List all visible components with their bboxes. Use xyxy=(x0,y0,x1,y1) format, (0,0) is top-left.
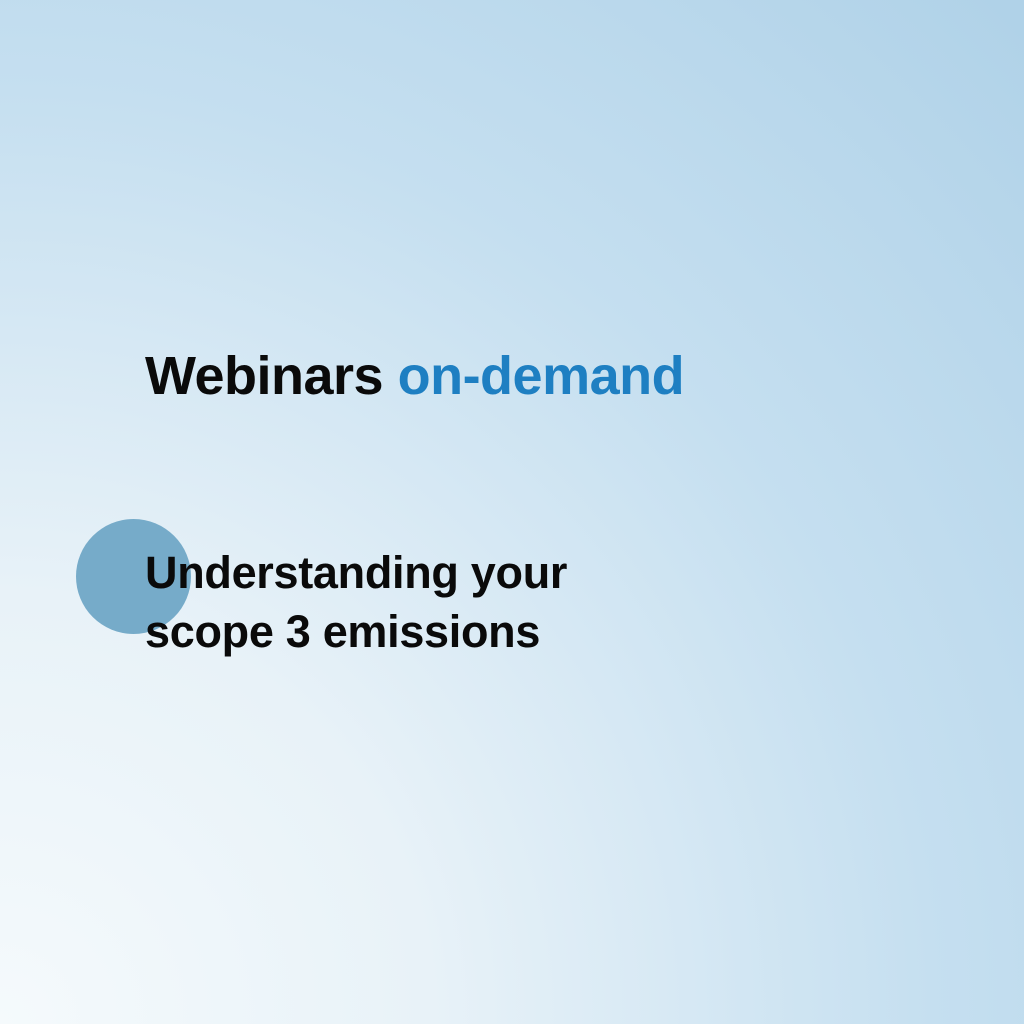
heading-text-dark: Webinars xyxy=(145,346,398,406)
subheading-line1: Understanding your xyxy=(145,547,567,598)
page-heading: Webinars on-demand xyxy=(145,345,684,407)
subheading: Understanding your scope 3 emissions xyxy=(145,544,567,661)
subheading-line2: scope 3 emissions xyxy=(145,606,540,657)
heading-text-accent: on-demand xyxy=(398,346,685,406)
